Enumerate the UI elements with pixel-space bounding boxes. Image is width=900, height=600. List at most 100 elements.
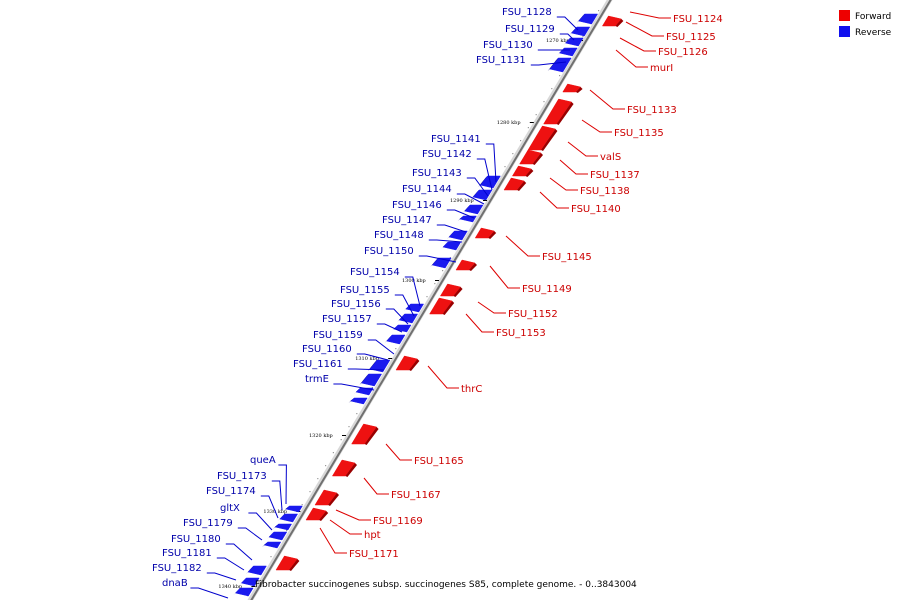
leader-gltx bbox=[248, 512, 273, 531]
gene-label-fsu-1128[interactable]: FSU_1128 bbox=[502, 7, 552, 18]
gene-label-fsu-1142[interactable]: FSU_1142 bbox=[422, 149, 472, 160]
gene-label-fsu-1153[interactable]: FSU_1153 bbox=[496, 328, 546, 339]
gene-label-fsu-1149[interactable]: FSU_1149 bbox=[522, 284, 572, 295]
gene-label-dnab[interactable]: dnaB bbox=[162, 578, 188, 589]
reverse-genes bbox=[233, 13, 599, 597]
gene-label-fsu-1147[interactable]: FSU_1147 bbox=[382, 215, 432, 226]
genome-backbone bbox=[247, 0, 613, 600]
reverse-gene-arrow-shade bbox=[462, 205, 470, 213]
gene-label-hpt[interactable]: hpt bbox=[364, 530, 381, 541]
gene-label-fsu-1182[interactable]: FSU_1182 bbox=[152, 563, 202, 574]
leader-fsu-1133 bbox=[589, 89, 625, 110]
forward-gene-arrow bbox=[519, 149, 542, 165]
gene-label-fsu-1130[interactable]: FSU_1130 bbox=[483, 40, 533, 51]
reverse-gene-arrow-shade bbox=[354, 388, 361, 394]
gene-label-fsu-1143[interactable]: FSU_1143 bbox=[412, 168, 462, 179]
gene-label-fsu-1165[interactable]: FSU_1165 bbox=[414, 456, 464, 467]
reverse-gene-arrow bbox=[274, 523, 293, 531]
gene-label-fsu-1146[interactable]: FSU_1146 bbox=[392, 200, 442, 211]
leader-fsu-1142 bbox=[476, 158, 493, 191]
gene-label-fsu-1137[interactable]: FSU_1137 bbox=[590, 170, 640, 181]
gene-label-fsu-1131[interactable]: FSU_1131 bbox=[476, 55, 526, 66]
gene-label-fsu-1171[interactable]: FSU_1171 bbox=[349, 549, 399, 560]
leader-fsu-1129 bbox=[559, 33, 575, 41]
gene-label-fsu-1161[interactable]: FSU_1161 bbox=[293, 359, 343, 370]
gene-label-fsu-1133[interactable]: FSU_1133 bbox=[627, 105, 677, 116]
gene-label-fsu-1148[interactable]: FSU_1148 bbox=[374, 230, 424, 241]
reverse-gene-arrow-shade bbox=[478, 176, 488, 187]
leader-fsu-1180 bbox=[225, 543, 253, 561]
minor-tick bbox=[356, 413, 358, 415]
gene-label-fsu-1155[interactable]: FSU_1155 bbox=[340, 285, 390, 296]
leader-dnab bbox=[190, 587, 229, 599]
gene-label-fsu-1159[interactable]: FSU_1159 bbox=[313, 330, 363, 341]
scale-tick-label: 1270 kbp bbox=[546, 38, 570, 44]
minor-tick bbox=[449, 257, 451, 259]
leader-fsu-1153 bbox=[465, 313, 494, 333]
reverse-gene-arrow-shade bbox=[457, 216, 464, 221]
leader-fsu-1144 bbox=[456, 193, 485, 205]
gene-label-thrc[interactable]: thrC bbox=[461, 384, 482, 395]
gene-label-fsu-1126[interactable]: FSU_1126 bbox=[658, 47, 708, 58]
forward-gene-arrow-shade bbox=[556, 102, 574, 125]
gene-label-fsu-1150[interactable]: FSU_1150 bbox=[364, 246, 414, 257]
gene-label-muri[interactable]: murI bbox=[650, 63, 673, 74]
leader-muri bbox=[615, 49, 648, 68]
gene-label-fsu-1141[interactable]: FSU_1141 bbox=[431, 134, 481, 145]
reverse-gene-arrow-shade bbox=[239, 578, 247, 585]
gene-label-fsu-1180[interactable]: FSU_1180 bbox=[171, 534, 221, 545]
reverse-gene-arrow bbox=[350, 397, 368, 405]
gene-label-fsu-1173[interactable]: FSU_1173 bbox=[217, 471, 267, 482]
reverse-gene-arrow-shade bbox=[246, 566, 254, 574]
reverse-gene-arrow-shade bbox=[359, 374, 369, 385]
gene-label-fsu-1138[interactable]: FSU_1138 bbox=[580, 186, 630, 197]
gene-label-fsu-1157[interactable]: FSU_1157 bbox=[322, 314, 372, 325]
forward-gene-arrow-shade bbox=[532, 153, 543, 165]
gene-label-fsu-1169[interactable]: FSU_1169 bbox=[373, 516, 423, 527]
gene-label-fsu-1167[interactable]: FSU_1167 bbox=[391, 490, 441, 501]
gene-label-fsu-1145[interactable]: FSU_1145 bbox=[542, 252, 592, 263]
gene-label-fsu-1181[interactable]: FSU_1181 bbox=[162, 548, 212, 559]
leader-fsu-1148 bbox=[428, 239, 463, 243]
gene-label-fsu-1140[interactable]: FSU_1140 bbox=[571, 204, 621, 215]
reverse-gene-arrow-shade bbox=[267, 532, 274, 539]
leader-fsu-1157 bbox=[376, 323, 403, 333]
reverse-gene-arrow-shade bbox=[233, 588, 241, 595]
leader-fsu-1149 bbox=[489, 265, 520, 289]
gene-label-fsu-1129[interactable]: FSU_1129 bbox=[505, 24, 555, 35]
gene-label-fsu-1154[interactable]: FSU_1154 bbox=[350, 267, 400, 278]
gene-label-fsu-1144[interactable]: FSU_1144 bbox=[402, 184, 452, 195]
leader-fsu-1167 bbox=[363, 477, 389, 495]
gene-label-gltx[interactable]: gltX bbox=[220, 503, 240, 514]
leader-fsu-1146 bbox=[446, 209, 475, 219]
gene-label-fsu-1174[interactable]: FSU_1174 bbox=[206, 486, 256, 497]
forward-gene-arrow-shade bbox=[525, 169, 534, 177]
minor-tick bbox=[520, 140, 522, 142]
gene-label-fsu-1124[interactable]: FSU_1124 bbox=[673, 14, 723, 25]
gene-label-fsu-1179[interactable]: FSU_1179 bbox=[183, 518, 233, 529]
gene-label-fsu-1156[interactable]: FSU_1156 bbox=[331, 299, 381, 310]
leader-fsu-1125 bbox=[625, 21, 664, 37]
gene-label-vals[interactable]: valS bbox=[600, 152, 621, 163]
gene-label-trme[interactable]: trmE bbox=[305, 374, 329, 385]
minor-tick bbox=[551, 88, 553, 90]
leader-fsu-1137 bbox=[559, 159, 588, 175]
forward-gene-arrow-shade bbox=[409, 359, 420, 371]
leader-fsu-1161 bbox=[347, 368, 385, 371]
minor-tick bbox=[301, 504, 303, 506]
reverse-gene-arrow-shade bbox=[569, 27, 577, 35]
reverse-gene-arrow-shade bbox=[348, 398, 355, 403]
reverse-gene-arrow bbox=[263, 541, 282, 549]
minor-tick bbox=[348, 426, 350, 428]
reverse-gene-arrow-shade bbox=[397, 314, 405, 322]
gene-label-fsu-1125[interactable]: FSU_1125 bbox=[666, 32, 716, 43]
gene-label-fsu-1160[interactable]: FSU_1160 bbox=[302, 344, 352, 355]
reverse-gene-arrow-shade bbox=[430, 258, 439, 267]
reverse-gene-arrow-shade bbox=[563, 38, 571, 45]
gene-label-fsu-1135[interactable]: FSU_1135 bbox=[614, 128, 664, 139]
forward-gene-arrow bbox=[395, 355, 418, 371]
minor-tick bbox=[317, 478, 319, 480]
gene-label-fsu-1152[interactable]: FSU_1152 bbox=[508, 309, 558, 320]
gene-label-quea[interactable]: queA bbox=[250, 455, 276, 466]
forward-gene-arrow-shade bbox=[575, 87, 583, 93]
